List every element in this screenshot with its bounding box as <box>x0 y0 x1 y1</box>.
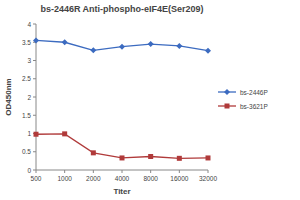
y-tick-label: 1.5 <box>22 112 31 119</box>
y-tick-label: 2 <box>27 94 31 101</box>
x-tick-label: 8000 <box>143 175 158 182</box>
chart: bs-2446R Anti-phospho-eIF4E(Ser209) 0 0.5 1… <box>0 0 300 200</box>
series-line <box>36 134 208 158</box>
x-tick <box>179 170 180 173</box>
x-tick <box>36 170 37 173</box>
series-line <box>36 40 208 50</box>
marker <box>120 155 125 160</box>
marker <box>148 154 153 159</box>
x-tick <box>93 170 94 173</box>
y-tick-label: 3.5 <box>22 39 31 46</box>
x-tick-label: 2000 <box>86 175 101 182</box>
y-axis <box>36 24 37 170</box>
x-tick-label: 16000 <box>170 175 188 182</box>
marker <box>90 47 96 53</box>
x-tick-label: 32000 <box>199 175 217 182</box>
x-tick <box>150 170 151 173</box>
marker <box>148 41 154 47</box>
marker <box>206 155 211 160</box>
x-axis-label: Titer <box>113 187 130 196</box>
y-tick-label: 1 <box>27 130 31 137</box>
title: bs-2446R Anti-phospho-eIF4E(Ser209) <box>40 4 203 14</box>
marker <box>33 37 39 43</box>
plot-area <box>33 37 211 160</box>
legend-label: bs-2446P <box>240 89 268 96</box>
marker <box>62 131 67 136</box>
y-tick-label: 2.5 <box>22 75 31 82</box>
y-tick-label: 3 <box>27 57 31 64</box>
x-tick <box>64 170 65 173</box>
marker <box>205 48 211 54</box>
legend-label: bs-3621P <box>240 103 268 110</box>
x-tick <box>122 170 123 173</box>
y-tick-label: 4 <box>27 21 31 28</box>
y-tick-label: 0 <box>27 167 31 174</box>
x-tick-label: 500 <box>31 175 42 182</box>
marker <box>176 43 182 49</box>
y-tick-label: 0.5 <box>22 148 31 155</box>
x-tick-label: 4000 <box>115 175 130 182</box>
marker <box>34 132 39 137</box>
legend-marker <box>225 104 230 109</box>
marker <box>62 39 68 45</box>
x-tick-label: 1000 <box>57 175 72 182</box>
marker <box>91 150 96 155</box>
legend-marker <box>224 89 230 95</box>
marker <box>177 156 182 161</box>
x-tick <box>208 170 209 173</box>
y-axis-label: OD450nm <box>4 78 13 115</box>
marker <box>119 44 125 50</box>
